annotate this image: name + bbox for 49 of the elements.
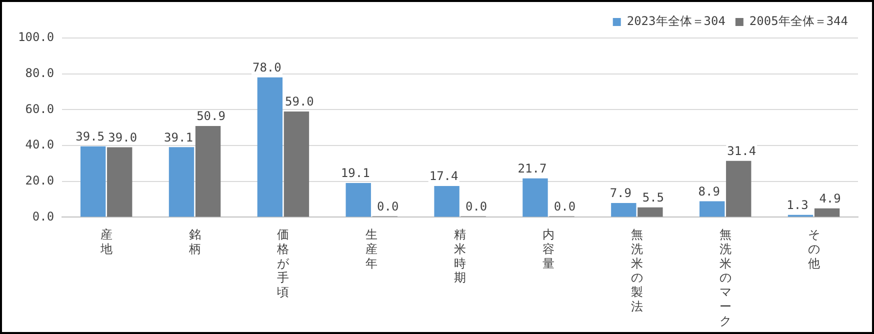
data-label: 31.4 — [727, 144, 756, 158]
y-tick-label: 100.0 — [18, 30, 54, 44]
bar — [195, 126, 221, 217]
y-tick-label: 40.0 — [25, 138, 54, 152]
bar — [434, 186, 460, 217]
bar — [611, 203, 636, 217]
bar — [257, 77, 283, 217]
y-tick-label: 20.0 — [25, 173, 54, 188]
data-label: 39.0 — [108, 130, 138, 144]
x-tick-label: 価格が手頃 — [276, 228, 290, 300]
data-label: 17.4 — [429, 169, 458, 184]
x-tick-label: 無洗米のマーク — [719, 228, 732, 328]
data-label: 39.5 — [76, 130, 105, 144]
y-tick-label: 80.0 — [25, 66, 54, 80]
data-label: 21.7 — [518, 161, 547, 176]
bar — [284, 111, 310, 217]
y-tick-label: 60.0 — [25, 102, 54, 116]
data-label: 7.9 — [610, 186, 632, 200]
data-label: 5.5 — [642, 190, 664, 204]
x-tick-label: 精米時期 — [454, 228, 466, 285]
data-label: 1.3 — [786, 198, 808, 212]
data-label: 39.1 — [164, 130, 193, 144]
x-tick-label: 銘柄 — [188, 228, 201, 256]
bar — [699, 201, 725, 217]
data-label: 8.9 — [698, 184, 720, 198]
data-label: 78.0 — [252, 60, 282, 75]
bar — [80, 146, 106, 217]
data-label: 59.0 — [285, 94, 314, 109]
x-tick-label: 無洗米の製法 — [630, 228, 643, 314]
bar — [814, 208, 840, 217]
y-tick-label: 0.0 — [32, 209, 54, 224]
data-label: 4.9 — [819, 192, 841, 206]
x-tick-label: 内容量 — [542, 228, 554, 270]
bar — [168, 147, 194, 217]
legend-label: 2023年全体＝304 — [626, 14, 726, 28]
data-label: 50.9 — [196, 109, 226, 124]
bar — [638, 207, 663, 217]
x-tick-label: 産地 — [99, 228, 112, 256]
bar — [107, 147, 132, 217]
data-label: 19.1 — [340, 166, 370, 180]
data-label: 0.0 — [377, 199, 399, 214]
data-label: 0.0 — [465, 199, 488, 214]
x-tick-label: その他 — [808, 228, 820, 270]
data-label: 0.0 — [554, 199, 576, 214]
bar — [726, 160, 752, 217]
legend-label: 2005年全体＝344 — [749, 14, 848, 28]
x-tick-label: 生産年 — [366, 228, 378, 270]
bar — [346, 182, 371, 217]
bar — [522, 178, 548, 217]
